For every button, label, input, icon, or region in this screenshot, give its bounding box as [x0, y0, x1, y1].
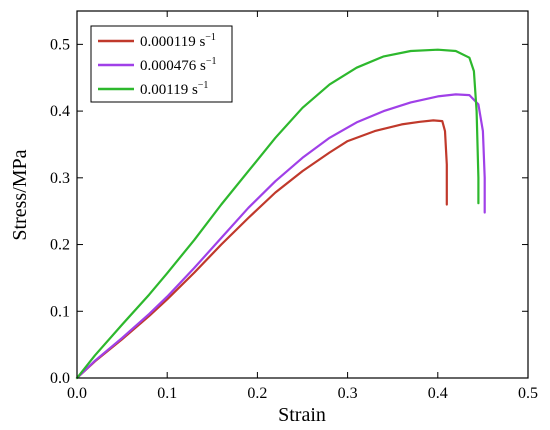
y-tick-label: 0.1: [50, 303, 70, 320]
legend-unit-exponent: −1: [205, 32, 216, 43]
x-tick-label: 0.1: [157, 385, 177, 402]
legend-rate: 0.000476: [140, 58, 200, 74]
series-line-2: [75, 93, 486, 380]
legend-unit-exponent: −1: [198, 80, 209, 91]
x-tick-label: 0.5: [518, 385, 538, 402]
y-axis-title: Stress/MPa: [9, 149, 31, 240]
legend-label-3: 0.00119 s−1: [140, 80, 208, 98]
plot-frame: [76, 10, 529, 379]
x-tick-label: 0.3: [338, 385, 358, 402]
y-tick-label: 0.3: [50, 170, 70, 187]
y-tick-label: 0.2: [50, 237, 70, 254]
ticks-layer: 0.0 0.1 0.2 0.3 0.4 0.5 0.0 0.1 0.2 0.3 0.4 0.5: [50, 11, 538, 402]
legend-rate: 0.00119: [140, 82, 192, 98]
series-line-3: [75, 48, 480, 380]
y-tick-label: 0.0: [50, 370, 70, 387]
legend-rate: 0.000119: [140, 34, 199, 50]
legend-unit: s: [200, 58, 206, 74]
legend-unit: s: [199, 34, 205, 50]
y-tick-label: 0.4: [50, 103, 70, 120]
x-tick-label: 0.0: [67, 385, 87, 402]
legend-label-2: 0.000476 s−1: [140, 56, 216, 74]
series-layer: [75, 48, 486, 380]
y-tick-label: 0.5: [50, 36, 70, 53]
series-line-1: [75, 119, 448, 380]
legend: 0.000119 s−10.000476 s−10.00119 s−1: [90, 25, 233, 103]
x-axis-title: Strain: [278, 404, 326, 426]
legend-label-1: 0.000119 s−1: [140, 32, 216, 50]
x-tick-label: 0.4: [428, 385, 448, 402]
legend-unit-exponent: −1: [206, 56, 217, 67]
x-tick-label: 0.2: [247, 385, 267, 402]
legend-unit: s: [192, 82, 198, 98]
